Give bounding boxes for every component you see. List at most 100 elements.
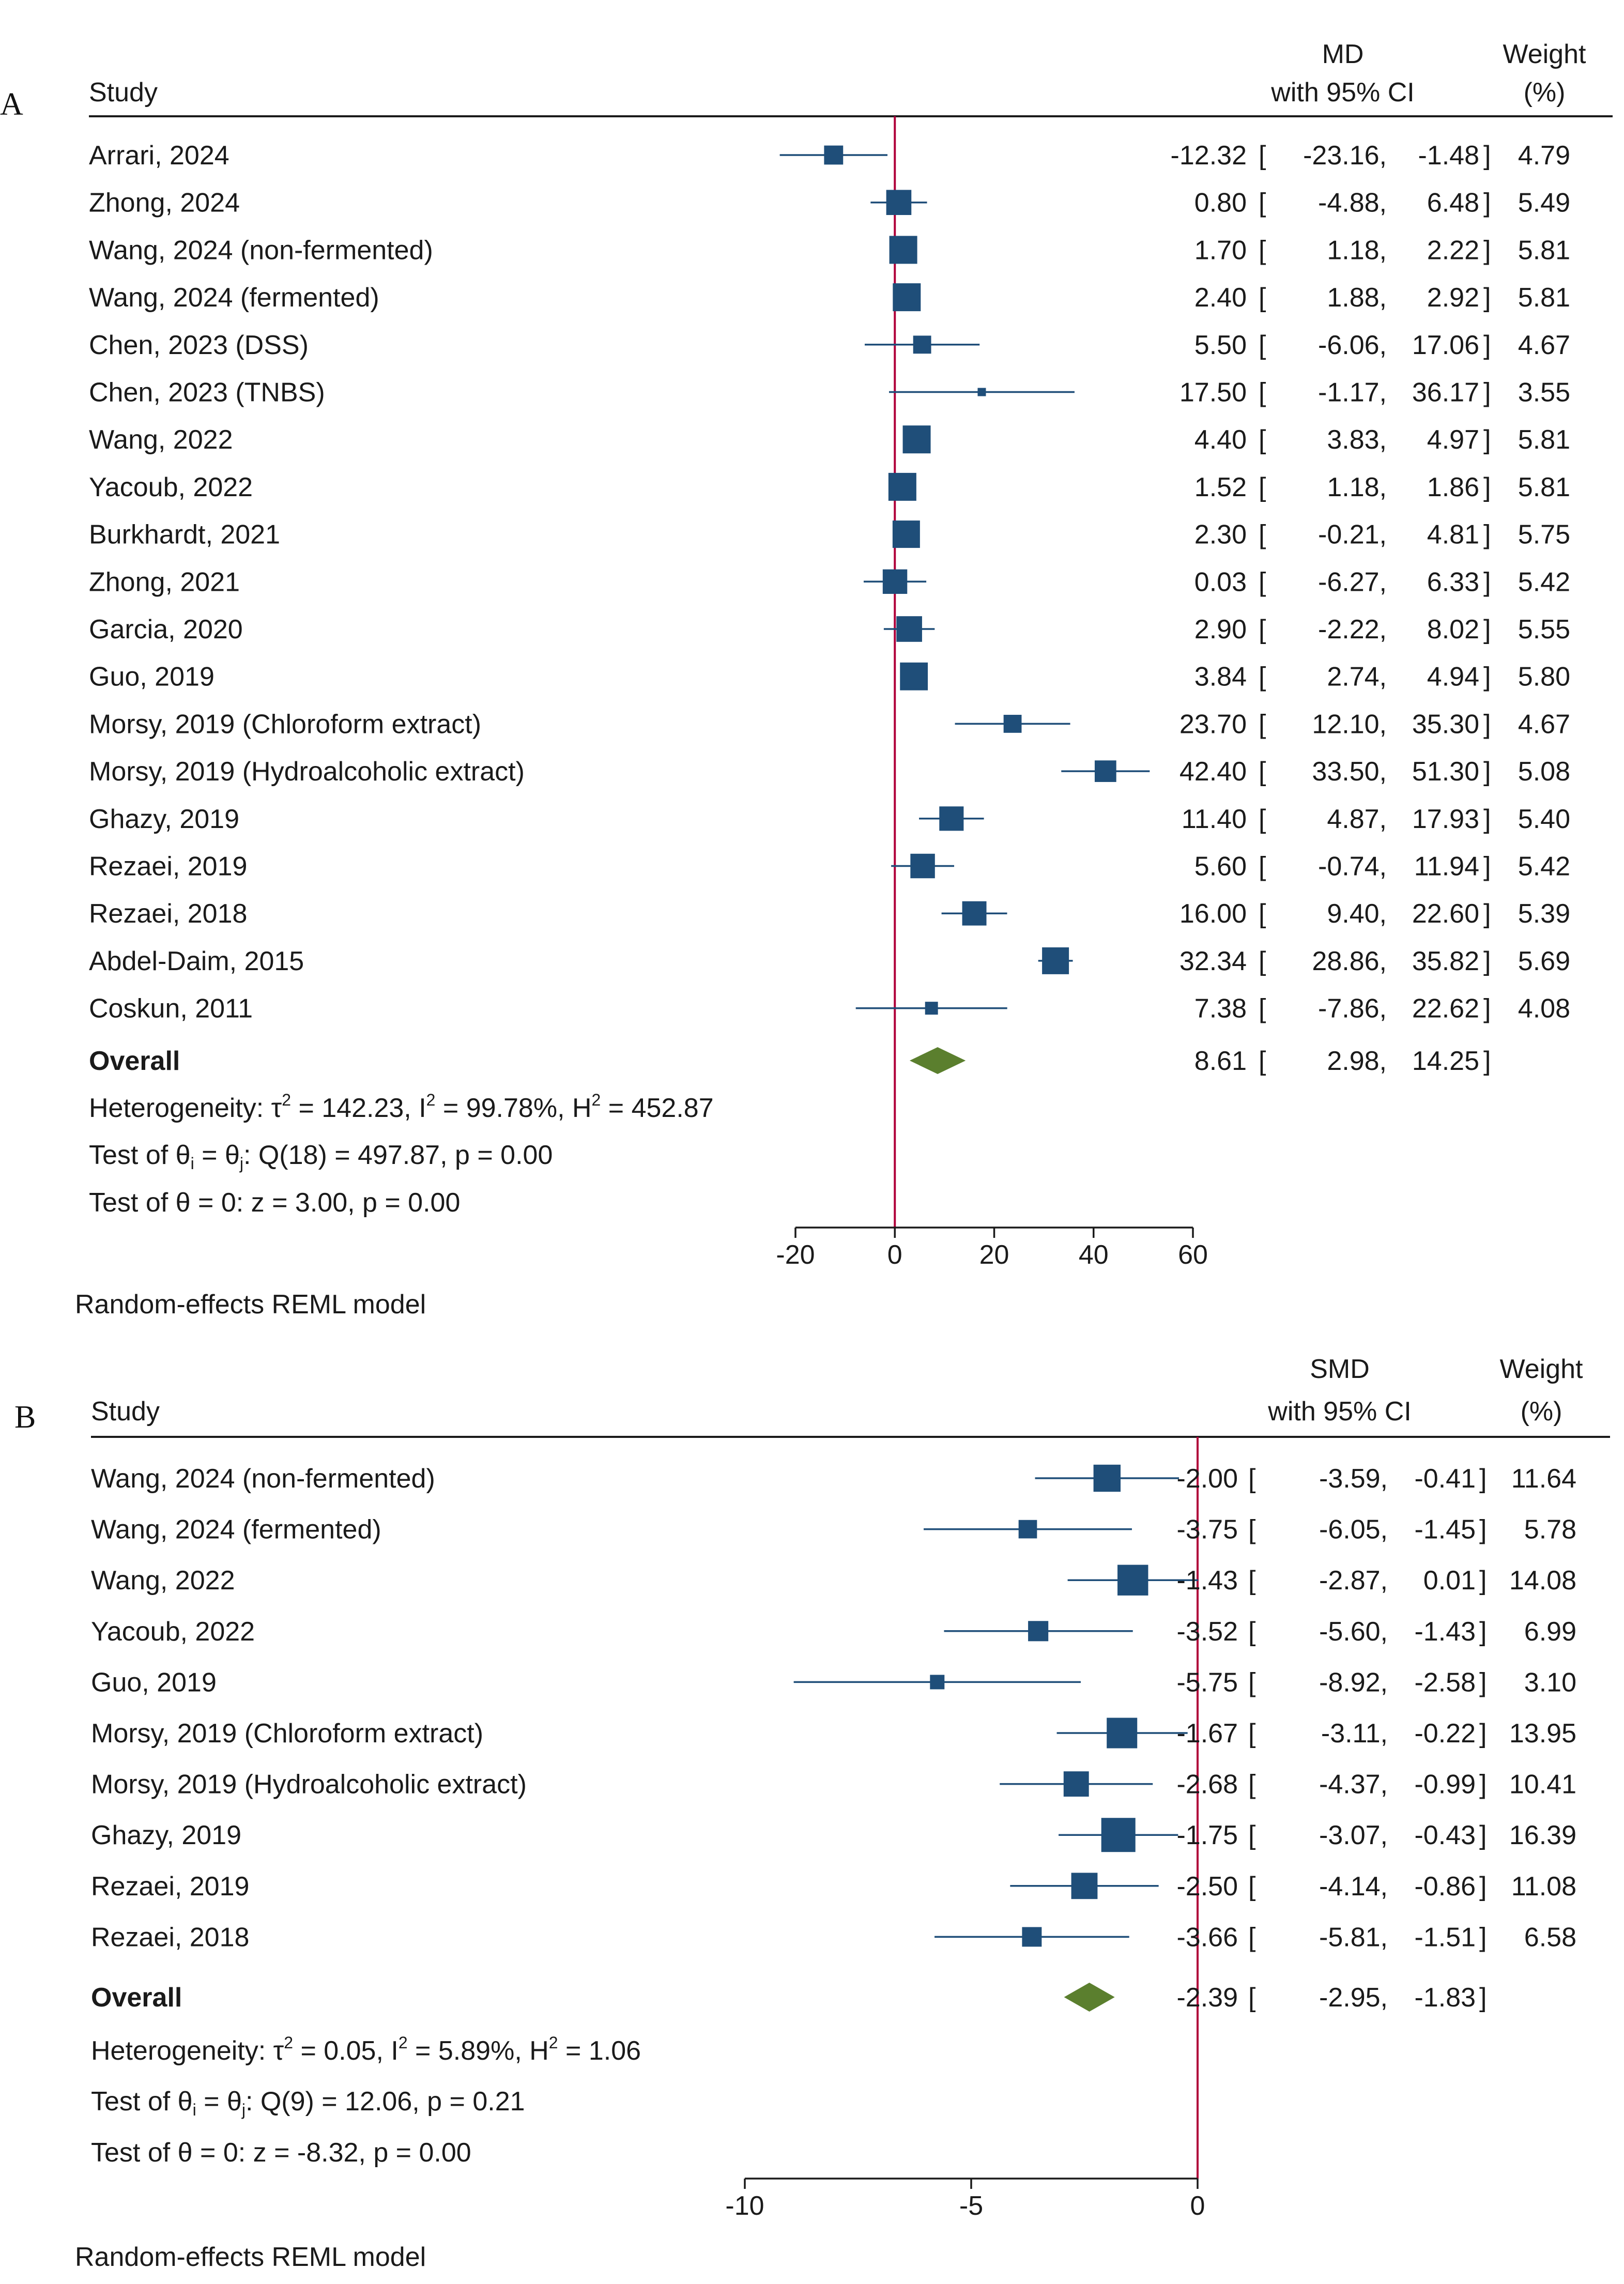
x-tick-label: 20	[979, 1240, 1009, 1270]
effect-estimate: 7.38	[1194, 994, 1247, 1024]
ci-open-bracket: [	[1248, 1922, 1256, 1952]
ci-close-bracket: ]	[1479, 1872, 1487, 1902]
effect-estimate: -12.32	[1171, 141, 1247, 171]
effect-marker	[925, 1002, 938, 1015]
ci-lower: -0.21,	[1318, 520, 1387, 550]
study-label: Ghazy, 2019	[91, 1820, 241, 1850]
ci-close-bracket: ]	[1479, 1617, 1487, 1647]
overall-ci-upper: -1.83	[1414, 1983, 1476, 2013]
effect-marker	[1071, 1873, 1098, 1899]
weight-value: 5.39	[1518, 899, 1570, 929]
weight-value: 5.42	[1518, 852, 1570, 882]
effect-marker	[886, 190, 912, 216]
effect-marker	[882, 569, 908, 594]
ci-open-bracket: [	[1259, 852, 1266, 882]
effect-estimate: 5.50	[1194, 330, 1247, 360]
ci-open-bracket: [	[1259, 567, 1266, 597]
effect-estimate: 42.40	[1179, 757, 1247, 787]
ci-upper: 4.81	[1427, 520, 1479, 550]
stats-line-heterogeneity: Heterogeneity: τ2 = 0.05, I2 = 5.89%, H2…	[91, 2033, 641, 2066]
ci-close-bracket: ]	[1483, 946, 1491, 976]
ci-close-bracket: ]	[1479, 1566, 1487, 1596]
ci-lower: 28.86,	[1312, 946, 1387, 976]
overall-ci-upper: 14.25	[1412, 1046, 1479, 1076]
effect-estimate: -1.67	[1176, 1719, 1238, 1749]
effect-marker	[1093, 1464, 1121, 1492]
ci-open-bracket: [	[1259, 141, 1266, 171]
weight-value: 5.42	[1518, 567, 1570, 597]
ci-lower: -2.22,	[1318, 615, 1387, 645]
ci-close-bracket: ]	[1479, 1719, 1487, 1749]
effect-marker	[1018, 1520, 1037, 1539]
weight-value: 16.39	[1509, 1820, 1576, 1850]
effect-marker	[824, 145, 844, 165]
study-label: Wang, 2024 (fermented)	[89, 283, 379, 313]
effect-marker	[1042, 947, 1069, 974]
ci-upper: -1.45	[1414, 1515, 1476, 1545]
study-label: Morsy, 2019 (Hydroalcoholic extract)	[89, 757, 525, 787]
ci-upper: 6.48	[1427, 188, 1479, 218]
stats-line-q-test: Test of θi = θj: Q(18) = 497.87, p = 0.0…	[89, 1140, 553, 1173]
ci-close-bracket: ]	[1479, 1820, 1487, 1850]
x-tick-label: 0	[1190, 2191, 1205, 2221]
study-label: Rezaei, 2019	[89, 852, 247, 882]
ci-upper: -0.22	[1414, 1719, 1476, 1749]
ci-open-bracket: [	[1259, 1046, 1266, 1076]
ci-close-bracket: ]	[1483, 709, 1491, 739]
panel-b: B Study SMD with 95% CI Weight (%) Heter…	[14, 1354, 1610, 2272]
ci-close-bracket: ]	[1483, 852, 1491, 882]
study-label: Rezaei, 2018	[91, 1922, 249, 1952]
ci-close-bracket: ]	[1483, 520, 1491, 550]
ci-lower: -0.74,	[1318, 852, 1387, 882]
effect-estimate: 1.70	[1194, 235, 1247, 265]
effect-estimate: 4.40	[1194, 425, 1247, 455]
x-tick-label: -20	[776, 1240, 815, 1270]
ci-lower: 4.87,	[1327, 804, 1387, 834]
effect-estimate: -2.50	[1176, 1872, 1238, 1902]
ci-close-bracket: ]	[1479, 1922, 1487, 1952]
x-tick-label: -5	[959, 2191, 983, 2221]
effect-marker	[888, 472, 916, 501]
ci-open-bracket: [	[1259, 472, 1266, 502]
ci-close-bracket: ]	[1483, 235, 1491, 265]
weight-value: 5.40	[1518, 804, 1570, 834]
ci-open-bracket: [	[1259, 946, 1266, 976]
effect-marker	[962, 901, 987, 926]
effect-estimate: 3.84	[1194, 662, 1247, 692]
ci-open-bracket: [	[1259, 283, 1266, 313]
ci-lower: 9.40,	[1327, 899, 1387, 929]
ci-open-bracket: [	[1248, 1617, 1256, 1647]
effect-column-header: SMD	[1310, 1354, 1370, 1384]
ci-lower: -23.16,	[1303, 141, 1387, 171]
effect-marker	[910, 853, 935, 879]
ci-close-bracket: ]	[1483, 378, 1491, 408]
study-label: Abdel-Daim, 2015	[89, 946, 304, 976]
effect-estimate: -1.43	[1176, 1566, 1238, 1596]
ci-open-bracket: [	[1259, 662, 1266, 692]
stats-line-heterogeneity: Heterogeneity: τ2 = 142.23, I2 = 99.78%,…	[89, 1091, 714, 1123]
forest-marks: Arrari, 2024 -12.32 [-23.16, -1.48] 4.79 Zhon…	[89, 116, 1576, 2221]
ci-lower: -6.27,	[1318, 567, 1387, 597]
overall-label: Overall	[91, 1983, 182, 2013]
ci-close-bracket: ]	[1483, 188, 1491, 218]
overall-estimate: 8.61	[1194, 1046, 1247, 1076]
ci-open-bracket: [	[1248, 1667, 1256, 1697]
ci-upper: -1.48	[1418, 141, 1479, 171]
effect-marker	[1063, 1771, 1089, 1797]
overall-label: Overall	[89, 1046, 180, 1076]
weight-value: 14.08	[1509, 1566, 1576, 1596]
ci-open-bracket: [	[1259, 994, 1266, 1024]
ci-open-bracket: [	[1259, 425, 1266, 455]
overall-diamond	[1064, 1983, 1115, 2012]
ci-open-bracket: [	[1248, 1770, 1256, 1800]
panel-a: A Study MD with 95% CI Weight (%) Hetero…	[0, 39, 1613, 1320]
ci-upper: 0.01	[1423, 1566, 1476, 1596]
ci-open-bracket: [	[1248, 1983, 1256, 2013]
effect-estimate: -2.00	[1176, 1464, 1238, 1494]
study-label: Coskun, 2011	[89, 994, 253, 1024]
weight-value: 6.58	[1524, 1922, 1576, 1952]
ci-close-bracket: ]	[1483, 472, 1491, 502]
overall-ci-lower: 2.98,	[1327, 1046, 1387, 1076]
ci-upper: -1.51	[1414, 1922, 1476, 1952]
